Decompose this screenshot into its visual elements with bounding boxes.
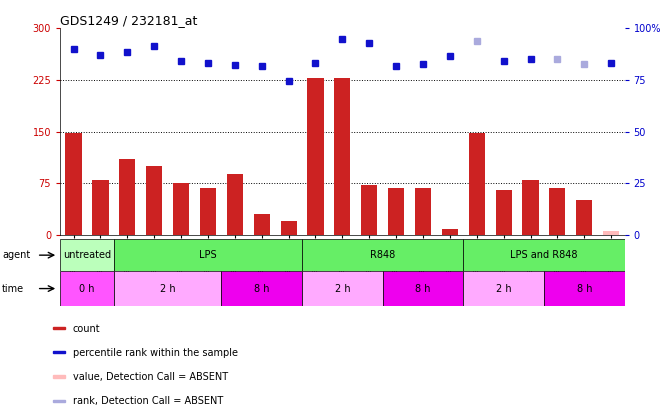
Bar [388,188,404,235]
Text: 2 h: 2 h [160,284,176,294]
Text: 8 h: 8 h [576,284,592,294]
Bar [302,239,464,271]
Bar [464,239,625,271]
Bar [464,271,544,306]
Bar [114,239,302,271]
Text: GDS1249 / 232181_at: GDS1249 / 232181_at [60,14,198,27]
Bar [60,271,114,306]
Text: 2 h: 2 h [335,284,350,294]
Text: 2 h: 2 h [496,284,512,294]
Bar [65,133,81,235]
Bar [544,271,625,306]
Bar [302,271,383,306]
Bar [549,188,565,235]
Bar [576,200,593,235]
Bar [522,180,538,235]
Text: 0 h: 0 h [79,284,95,294]
Bar [53,375,65,377]
Bar [221,271,302,306]
Bar [60,239,114,271]
Text: 8 h: 8 h [415,284,431,294]
Bar [226,174,243,235]
Bar [496,190,512,235]
Text: LPS and R848: LPS and R848 [510,250,578,260]
Text: 8 h: 8 h [254,284,269,294]
Bar [334,78,351,235]
Text: R848: R848 [370,250,395,260]
Bar [307,78,323,235]
Bar [281,221,297,235]
Bar [254,214,270,235]
Bar [415,188,431,235]
Bar [173,183,189,235]
Text: rank, Detection Call = ABSENT: rank, Detection Call = ABSENT [73,396,223,405]
Bar [53,327,65,329]
Text: agent: agent [2,250,30,260]
Bar [114,271,221,306]
Bar [146,166,162,235]
Bar [200,188,216,235]
Bar [53,400,65,402]
Bar [120,159,136,235]
Bar [92,180,108,235]
Text: time: time [2,284,24,294]
Bar [361,185,377,235]
Bar [469,133,485,235]
Text: LPS: LPS [199,250,217,260]
Text: value, Detection Call = ABSENT: value, Detection Call = ABSENT [73,372,228,382]
Bar [383,271,464,306]
Bar [603,232,619,235]
Bar [442,229,458,235]
Text: count: count [73,324,100,334]
Text: untreated: untreated [63,250,111,260]
Bar [53,351,65,354]
Text: percentile rank within the sample: percentile rank within the sample [73,348,238,358]
